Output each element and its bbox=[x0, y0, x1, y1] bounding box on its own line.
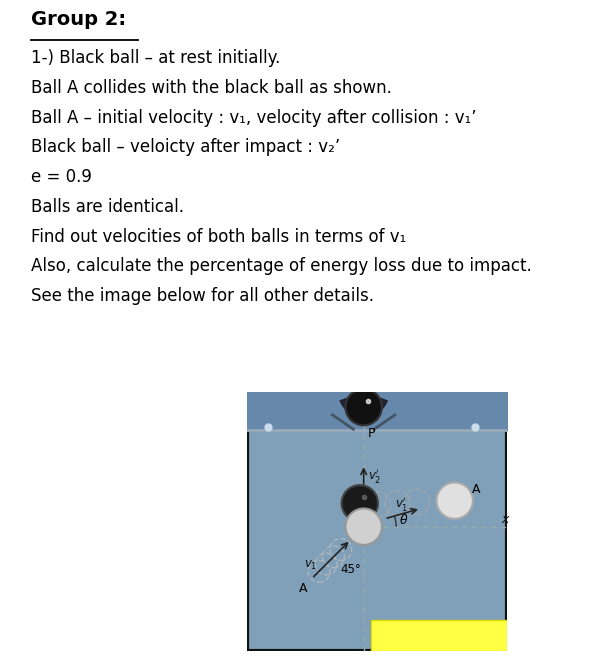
Text: Balls are identical.: Balls are identical. bbox=[31, 198, 184, 216]
Text: Find out velocities of both balls in terms of v₁: Find out velocities of both balls in ter… bbox=[31, 228, 406, 245]
Text: Black ball – veloicty after impact : v₂’: Black ball – veloicty after impact : v₂’ bbox=[31, 138, 340, 157]
Wedge shape bbox=[339, 392, 388, 417]
Text: y: y bbox=[367, 392, 374, 405]
Text: $\theta$: $\theta$ bbox=[399, 513, 408, 527]
Text: Also, calculate the percentage of energy loss due to impact.: Also, calculate the percentage of energy… bbox=[31, 257, 531, 276]
Text: Ball A collides with the black ball as shown.: Ball A collides with the black ball as s… bbox=[31, 79, 392, 97]
Circle shape bbox=[346, 509, 382, 545]
Text: Ball A – initial velocity : v₁, velocity after collision : v₁’: Ball A – initial velocity : v₁, velocity… bbox=[31, 109, 477, 126]
Text: See the image below for all other details.: See the image below for all other detail… bbox=[31, 287, 374, 305]
Text: Group 2:: Group 2: bbox=[31, 10, 126, 29]
Text: A: A bbox=[472, 483, 480, 496]
Bar bbox=[371, 620, 507, 651]
Text: P: P bbox=[368, 427, 375, 440]
Text: $v_2'$: $v_2'$ bbox=[368, 467, 381, 486]
Text: A: A bbox=[299, 582, 308, 595]
Text: 1-) Black ball – at rest initially.: 1-) Black ball – at rest initially. bbox=[31, 49, 280, 67]
Text: e = 0.9: e = 0.9 bbox=[31, 168, 92, 186]
Circle shape bbox=[437, 482, 473, 519]
Circle shape bbox=[346, 389, 382, 425]
Text: $v_1$: $v_1$ bbox=[304, 559, 317, 572]
Circle shape bbox=[341, 485, 378, 521]
Text: $v_1'$: $v_1'$ bbox=[395, 495, 408, 513]
Text: 45°: 45° bbox=[340, 563, 361, 576]
Text: x: x bbox=[501, 513, 509, 526]
